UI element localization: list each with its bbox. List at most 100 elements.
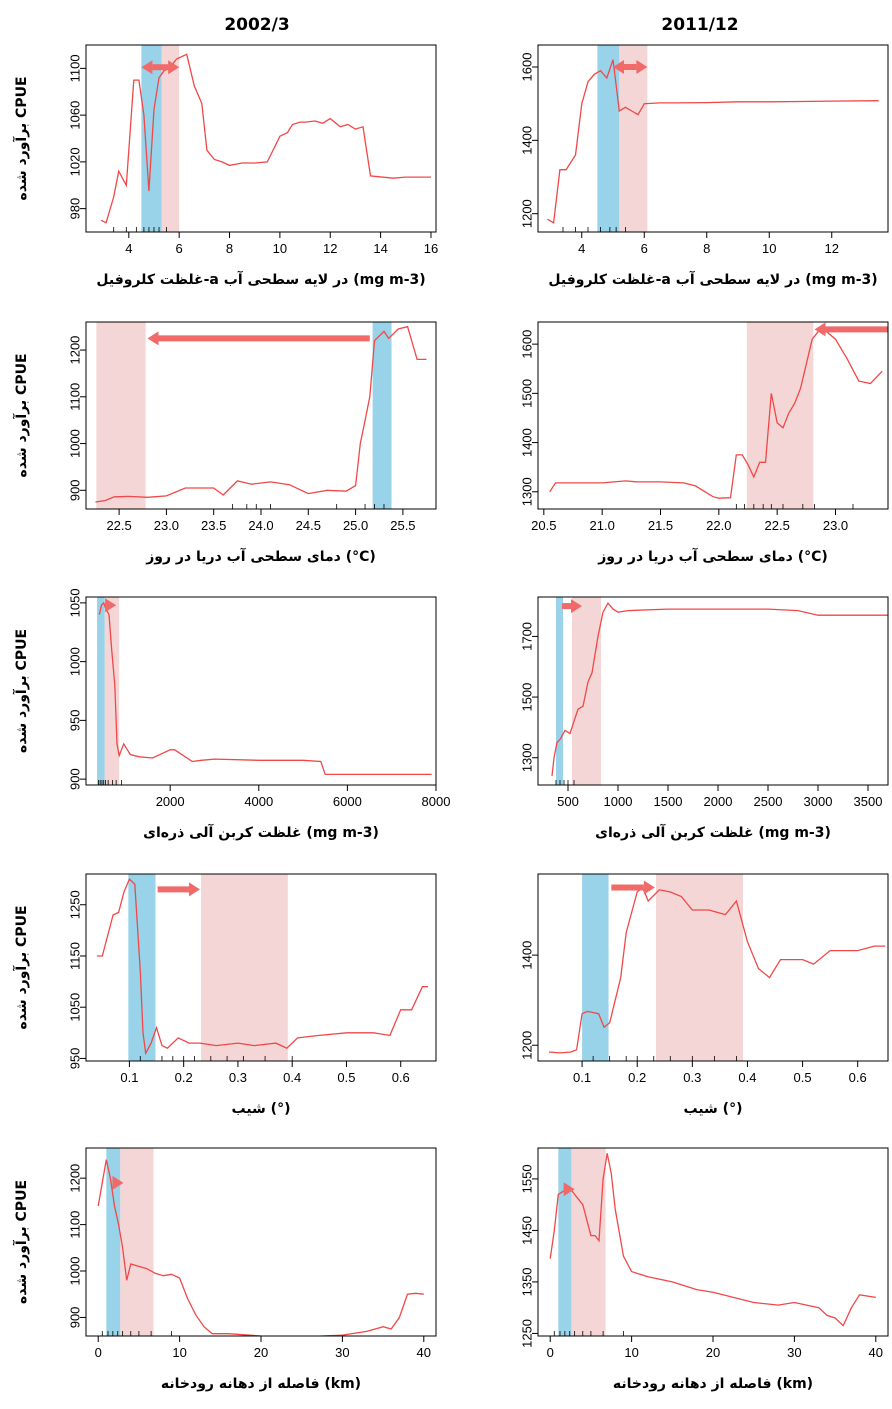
x-tick-label: 30 [787, 1345, 801, 1360]
shift-arrow [141, 60, 180, 75]
arrow-shaft [825, 326, 888, 333]
arrow-shaft [157, 886, 189, 893]
plot-area [97, 1148, 424, 1336]
x-tick-label: 22.5 [765, 518, 790, 533]
pink-band [746, 322, 814, 509]
x-tick-label: 24.5 [296, 518, 321, 533]
x-tick-label: 10 [624, 1345, 638, 1360]
y-tick-label: 900 [68, 479, 83, 501]
arrow-shaft [611, 884, 644, 891]
series-line [100, 53, 431, 224]
x-tick-label: 10 [273, 241, 287, 256]
x-tick-label: 0.1 [573, 1070, 591, 1085]
series-line [547, 59, 879, 224]
x-tick-label: 23.5 [201, 518, 226, 533]
y-tick-label: 900 [68, 1307, 83, 1329]
plot-frame [537, 596, 889, 786]
x-tick-label: 30 [335, 1345, 349, 1360]
y-tick-label: 1200 [520, 199, 535, 228]
y-axis-label: برآورد شده CPUE [12, 353, 30, 477]
shift-arrow [105, 598, 117, 613]
panel-slope-2002: 0.1 0.2 0.3 0.4 0.5 0.6 950 1050 1150 1250 شیب (°)… [12, 873, 437, 1117]
x-axis-label: غلظت کلروفیل-a در لایه سطحی آب (mg m-3) [96, 270, 425, 288]
x-axis: 4 6 8 10 12 [578, 232, 839, 256]
x-tick-label: 20 [254, 1345, 268, 1360]
y-tick-label: 1250 [520, 1319, 535, 1348]
x-axis-label: غلظت کربن آلی ذره‌ای (mg m-3) [143, 823, 379, 841]
arrow-head-start [141, 60, 153, 75]
x-axis-label: غلظت کربن آلی ذره‌ای (mg m-3) [595, 823, 831, 841]
y-axis: 980 1020 1060 1100 [68, 54, 86, 219]
x-tick-label: 23.0 [154, 518, 179, 533]
x-tick-label: 2000 [704, 794, 733, 809]
plot-area [549, 1148, 876, 1336]
panel-slope-2011: 0.1 0.2 0.3 0.4 0.5 0.6 1200 1400 شیب (°) [520, 873, 889, 1117]
x-tick-label: 3000 [804, 794, 833, 809]
y-axis: 1250 1350 1450 1550 [520, 1164, 538, 1348]
pink-band [120, 1148, 154, 1336]
y-tick-label: 1550 [520, 1164, 535, 1193]
y-axis: 1200 1400 1600 [520, 53, 538, 228]
x-axis: 20.5 21.0 21.5 22.0 22.5 23.0 [531, 509, 848, 533]
x-tick-label: 0.4 [738, 1070, 756, 1085]
y-tick-label: 1400 [520, 941, 535, 970]
y-tick-label: 1700 [520, 622, 535, 651]
x-tick-label: 25.5 [390, 518, 415, 533]
shift-arrow [112, 1175, 124, 1190]
x-axis-label: شیب (°) [232, 1101, 291, 1117]
x-axis-label: دمای سطحی آب دریا در روز (°C) [597, 547, 828, 565]
y-axis: 1300 1500 1700 [520, 622, 538, 772]
x-tick-label: 40 [869, 1345, 883, 1360]
y-axis-label: برآورد شده CPUE [12, 905, 30, 1029]
x-tick-label: 0 [95, 1345, 102, 1360]
x-tick-label: 2500 [754, 794, 783, 809]
arrow-head [147, 331, 159, 346]
x-tick-label: 21.0 [590, 518, 615, 533]
plot-frame [85, 873, 437, 1062]
x-tick-label: 12 [825, 241, 839, 256]
panel-dist-2011: 0 10 20 30 40 1250 1350 1450 1550 فاصله از دهانه … [520, 1147, 889, 1392]
y-axis: 900 1000 1100 1200 [68, 336, 86, 501]
column-title-2011: 2011/12 [661, 15, 738, 35]
x-axis: 500 1000 1500 2000 2500 3000 3500 [557, 785, 882, 809]
shift-arrow [613, 60, 648, 74]
panel-poc-2011: 500 1000 1500 2000 2500 3000 3500 1300 1500 1700 غ… [520, 596, 889, 841]
y-tick-label: 1000 [68, 647, 83, 676]
blue-band [372, 322, 392, 509]
x-tick-label: 0.1 [120, 1070, 138, 1085]
shift-arrow [147, 331, 370, 346]
x-tick-label: 4 [578, 241, 585, 256]
shift-arrow [157, 882, 200, 897]
x-tick-label: 22.5 [106, 518, 131, 533]
plot-frame [537, 873, 889, 1062]
x-tick-label: 6 [176, 241, 183, 256]
x-tick-label: 0.2 [175, 1070, 193, 1085]
x-tick-label: 8 [226, 241, 233, 256]
y-tick-label: 900 [68, 768, 83, 790]
x-tick-label: 0.4 [283, 1070, 301, 1085]
x-tick-label: 0.5 [337, 1070, 355, 1085]
pink-band [161, 45, 180, 232]
x-tick-label: 10 [172, 1345, 186, 1360]
panel-dist-2002: 0 10 20 30 40 900 1000 1100 1200 فاصله از دهانه ر… [12, 1147, 437, 1392]
panel-poc-2002: 2000 4000 6000 8000 900 950 1000 1050 غلظت کربن … [12, 588, 450, 841]
y-tick-label: 1000 [68, 1257, 83, 1286]
column-title-2002: 2002/3 [224, 15, 289, 35]
x-tick-label: 0.5 [794, 1070, 812, 1085]
y-axis: 1300 1400 1500 1600 [520, 330, 538, 506]
x-axis: 0 10 20 30 40 [95, 1336, 431, 1360]
x-tick-label: 24.0 [248, 518, 273, 533]
y-axis: 900 950 1000 1050 [68, 588, 86, 790]
plot-frame [85, 596, 437, 786]
shift-arrow [611, 880, 655, 895]
series-line [548, 886, 886, 1054]
blue-band [597, 45, 620, 232]
blue-band [97, 597, 105, 785]
y-tick-label: 1020 [68, 147, 83, 176]
y-tick-label: 1600 [520, 53, 535, 82]
y-axis: 950 1050 1150 1250 [68, 890, 86, 1069]
series-line [549, 328, 883, 499]
series-line [97, 1159, 424, 1336]
plot-area [97, 597, 432, 785]
x-tick-label: 6000 [333, 794, 362, 809]
